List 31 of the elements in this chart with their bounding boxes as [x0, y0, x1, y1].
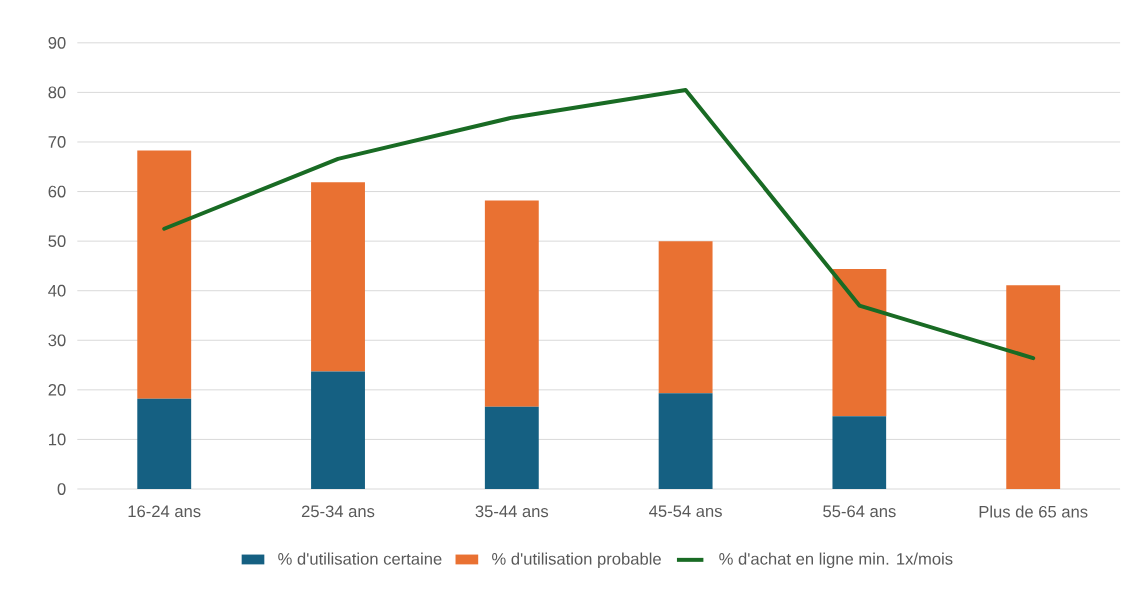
bar — [484, 200, 539, 407]
y-tick-label: 30 — [48, 334, 66, 347]
legend-label: % d'achat en ligne min. 1x/mois — [719, 552, 953, 569]
y-tick-label: 10 — [49, 433, 66, 446]
y-tick-label: 70 — [48, 136, 66, 149]
y-tick-label: 50 — [48, 235, 66, 248]
x-tick-label: 35-44 ans — [475, 505, 549, 518]
line-series — [162, 88, 1036, 361]
bar — [311, 371, 365, 490]
x-tick-label: 16-24 ans — [128, 505, 201, 518]
bar — [658, 241, 713, 394]
bar — [832, 416, 887, 490]
bar — [311, 182, 365, 372]
y-tick-label: 60 — [48, 185, 66, 198]
bar — [484, 406, 539, 490]
y-tick-label: 20 — [48, 384, 66, 396]
bar — [1006, 285, 1061, 490]
y-tick-label: 40 — [48, 285, 66, 297]
bar — [832, 269, 887, 417]
bar — [137, 150, 192, 399]
x-tick-label: 55-64 ans — [823, 505, 896, 518]
x-tick-label: Plus de 65 ans — [979, 505, 1088, 518]
y-tick-label: 80 — [48, 86, 66, 99]
bar — [658, 393, 713, 490]
x-tick-label: 25-34 ans — [301, 505, 375, 518]
legend-label: % d'utilisation certaine — [278, 552, 442, 565]
legend-label: % d'utilisation probable — [492, 552, 661, 569]
bar — [137, 399, 192, 490]
y-tick-label: 0 — [57, 483, 66, 496]
y-tick-label: 90 — [48, 37, 66, 49]
x-tick-label: 45-54 ans — [649, 505, 722, 518]
